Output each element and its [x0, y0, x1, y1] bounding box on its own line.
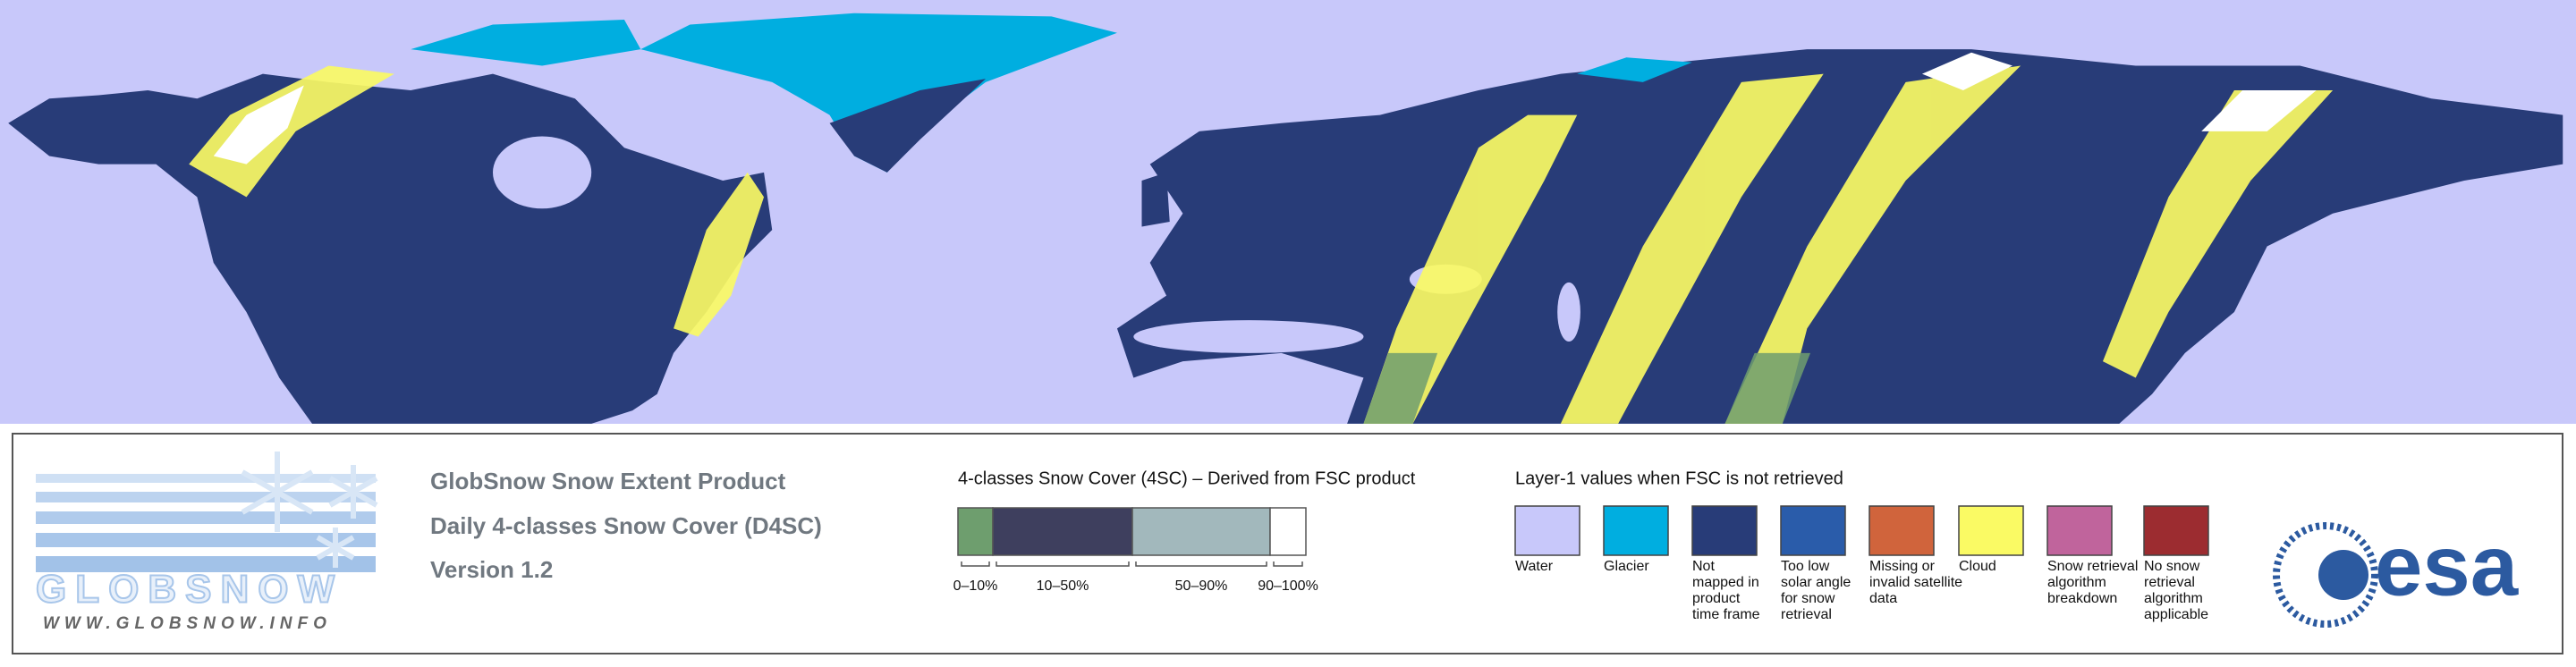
layer1-swatch	[1691, 505, 1758, 556]
layer1-label: retrieval	[1781, 607, 1832, 622]
layer1-label: Missing or	[1869, 559, 1936, 574]
layer1-label: time frame	[1692, 607, 1760, 622]
class-bracket	[1135, 561, 1267, 567]
esa-dot	[2318, 550, 2368, 600]
layer1-label: Cloud	[1959, 559, 1996, 574]
hudson-bay	[493, 136, 592, 209]
svalbard	[1577, 57, 1692, 82]
layer1-label: Water	[1515, 559, 1554, 574]
swath	[1560, 73, 1824, 424]
layer1-swatch	[2143, 505, 2209, 556]
layer1-label: Glacier	[1604, 559, 1649, 574]
map	[0, 0, 2576, 424]
snow	[213, 85, 304, 165]
snow	[1921, 52, 2012, 91]
caspian-sea	[1557, 282, 1580, 342]
class-bracket	[961, 561, 990, 567]
layer1-swatch	[1958, 505, 2024, 556]
layer1-swatch	[1514, 505, 1580, 556]
layer1-swatch	[1780, 505, 1846, 556]
product-subtitle: Daily 4-classes Snow Cover (D4SC)	[430, 512, 822, 539]
layer1-swatch	[2046, 505, 2113, 556]
class-swatch	[992, 507, 1133, 556]
mediterranean	[1133, 320, 1364, 353]
layer1-swatch	[1603, 505, 1669, 556]
product-version: Version 1.2	[430, 556, 553, 583]
greenland	[640, 13, 1117, 173]
snowflake	[241, 452, 314, 532]
layer1-label: algorithm	[2144, 591, 2203, 606]
logo-stripe	[36, 492, 376, 502]
swath	[189, 65, 394, 198]
britain	[1141, 172, 1170, 227]
swath	[1724, 352, 1811, 424]
class-bracket	[1273, 561, 1303, 567]
layer1-label: invalid satellite	[1869, 575, 1962, 590]
layer1-label: Snow retrieval	[2047, 559, 2138, 574]
snow-cover-title: 4-classes Snow Cover (4SC) – Derived fro…	[958, 469, 1416, 488]
logo-stripe	[36, 474, 376, 483]
logo-stripe	[36, 533, 376, 547]
layer1-label: retrieval	[2144, 575, 2195, 590]
class-swatch	[1131, 507, 1271, 556]
swath	[674, 172, 765, 337]
class-bracket	[996, 561, 1130, 567]
layer1-label: solar angle	[1781, 575, 1851, 590]
class-label: 50–90%	[1175, 578, 1228, 594]
swath	[1724, 65, 2021, 424]
layer1-label: product	[1692, 591, 1741, 606]
map-shapes	[8, 13, 2563, 424]
snow-cover-bar: 0–10% 10–50% 50–90% 90–100%	[953, 507, 1318, 594]
class-label: 0–10%	[953, 578, 998, 594]
snow-areas	[213, 52, 2317, 165]
snowflake	[328, 465, 378, 519]
swath	[1363, 114, 1578, 424]
layer1-label: mapped in	[1692, 575, 1759, 590]
logo-stripe	[36, 556, 376, 572]
esa-wordmark: esa	[2375, 518, 2519, 613]
layer1-label: breakdown	[2047, 591, 2117, 606]
layer1-label: algorithm	[2047, 575, 2106, 590]
snowflake	[316, 528, 355, 568]
layer1-swatch	[1868, 505, 1935, 556]
swaths	[189, 65, 2334, 424]
logo-name: GLOBSNOW	[36, 568, 343, 612]
logo-url: WWW.GLOBSNOW.INFO	[43, 614, 332, 633]
esa-ring	[2273, 522, 2378, 628]
snow	[2201, 90, 2317, 131]
layer1-label: for snow	[1781, 591, 1835, 606]
snowflakes	[241, 452, 378, 568]
globsnow-logo: GLOBSNOW WWW.GLOBSNOW.INFO	[35, 452, 378, 633]
class-label: 90–100%	[1258, 578, 1318, 594]
class-label: 10–50%	[1037, 578, 1089, 594]
swath	[2102, 90, 2334, 378]
layer1-label: Not	[1692, 559, 1715, 574]
layer1-label: applicable	[2144, 607, 2208, 622]
arctic-islands	[411, 20, 641, 66]
product-title: GlobSnow Snow Extent Product	[430, 468, 786, 494]
logo-stripe	[36, 511, 376, 524]
esa-logo: esa	[2273, 518, 2519, 628]
greenland-south	[829, 79, 987, 173]
layer1-label: data	[1869, 591, 1897, 606]
class-swatch	[1269, 507, 1307, 556]
layer1-title: Layer-1 values when FSC is not retrieved	[1515, 469, 1843, 488]
class-swatch	[957, 507, 994, 556]
layer1-label: Too low	[1781, 559, 1830, 574]
layer1-label: No snow	[2144, 559, 2200, 574]
